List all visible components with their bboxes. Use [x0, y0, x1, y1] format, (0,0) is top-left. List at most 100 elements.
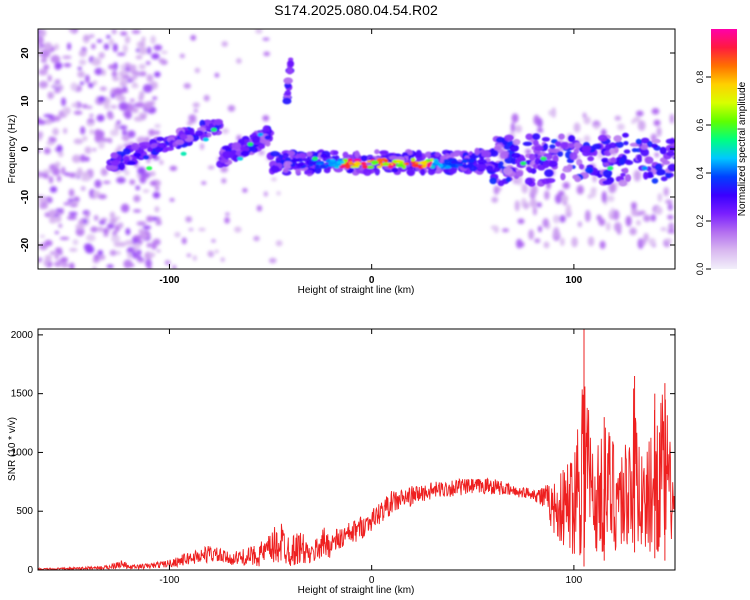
spectrogram-cell: [117, 222, 124, 229]
spectrogram-cell: [142, 171, 151, 179]
spectrogram-cell: [265, 140, 271, 147]
spectrogram-cell: [252, 135, 261, 144]
spectrogram-cell: [240, 150, 250, 157]
spectrogram-cell: [137, 259, 145, 263]
spectrogram-cell: [89, 34, 95, 38]
spectrogram-cell: [57, 151, 64, 158]
spectrogram-cell: [80, 154, 86, 163]
snr-plot-frame: [37, 328, 676, 571]
spectrogram-cell: [651, 143, 658, 149]
spectrogram-cell: [284, 90, 292, 96]
spectrogram-cell: [158, 58, 166, 64]
spectrogram-cell: [669, 113, 675, 124]
spectrogram-cell: [542, 218, 550, 228]
spectrogram-cell: [138, 63, 146, 70]
snr-y-tick-label: 500: [16, 506, 33, 517]
spectrogram-cell: [154, 206, 160, 213]
spectrogram-cell: [640, 137, 650, 144]
spectrogram-cell: [133, 209, 142, 213]
spectrogram-cell: [90, 226, 98, 233]
spectrogram-cell: [242, 188, 248, 193]
spectrogram-cell: [118, 241, 127, 247]
spectrogram-cell: [257, 132, 264, 137]
spectrogram-cell: [607, 195, 615, 202]
spectrogram-cell: [110, 93, 116, 99]
spectrogram-cell: [126, 161, 136, 166]
spectrogram-cell: [86, 234, 96, 242]
spectrogram-cell: [284, 157, 291, 162]
colorbar-tick-label: 0.0: [695, 263, 705, 276]
spectrogram-cell: [641, 166, 648, 171]
spectrogram-cell: [319, 164, 327, 169]
spectrogram-cell: [133, 152, 142, 158]
spectrogram-cell: [231, 142, 242, 150]
spectrogram-cell: [613, 222, 622, 232]
spectrogram-cell: [130, 98, 135, 103]
spectrogram-cell: [111, 71, 118, 77]
spectrogram-cell: [42, 172, 49, 179]
spectrogram-cell: [584, 210, 591, 222]
spectrogram-cell: [474, 147, 480, 156]
spectrogram-cell: [50, 55, 61, 64]
spectrogram-cell: [136, 173, 141, 179]
spectrogram-cell: [667, 214, 674, 220]
spectrogram-cell: [38, 131, 43, 139]
snr-y-tick-label: 0: [27, 565, 33, 576]
spectrogram-cell: [160, 50, 168, 54]
spectrogram-cell: [512, 138, 521, 146]
spectrogram-cell: [70, 82, 78, 91]
spectrogram-cell: [40, 57, 48, 63]
spectrogram-cell: [283, 161, 293, 169]
spectrogram-cell: [275, 157, 281, 162]
spectrogram-cell: [149, 180, 157, 186]
spectrogram-cell: [271, 177, 277, 182]
spectrogram-cell: [489, 177, 497, 185]
spectrogram-cell: [362, 164, 368, 169]
spectrogram-y-tick-label: 20: [20, 47, 31, 59]
spectrogram-cell: [499, 151, 509, 159]
spectrogram-cell: [84, 211, 91, 218]
colorbar-label: Normalized spectral amplitude: [737, 81, 748, 216]
spectrogram-cell: [631, 208, 639, 217]
spectrogram-cell: [315, 162, 323, 166]
spectrogram-cell: [40, 234, 45, 238]
spectrogram-cell: [102, 228, 109, 234]
spectrogram-faint-noise: [38, 29, 675, 269]
spectrogram-cell: [207, 250, 214, 257]
spectrogram-cell: [110, 152, 119, 159]
spectrogram-cell: [665, 138, 675, 145]
colorbar-tick-label: 0.6: [695, 119, 705, 132]
spectrogram-cell: [503, 134, 514, 142]
spectrogram-y-axis-label: Frequency (Hz): [7, 115, 18, 184]
spectrogram-cell: [557, 190, 565, 196]
spectrogram-cell: [91, 57, 102, 66]
spectrogram-cell: [192, 255, 198, 261]
spectrogram-cell: [601, 191, 607, 203]
spectrogram-cell: [573, 142, 581, 149]
spectrogram-cell: [142, 84, 153, 93]
spectrogram-cell: [102, 180, 111, 184]
spectrogram-cell: [263, 191, 268, 197]
spectrogram-cell: [60, 256, 69, 263]
spectrogram-cell: [623, 149, 631, 154]
spectrogram-cell: [179, 53, 185, 59]
spectrogram-y-ticks: -20 -10 0 10 20: [20, 47, 675, 252]
spectrogram-cell: [526, 166, 532, 172]
spectrogram-cell: [620, 172, 626, 177]
spectrogram-cell: [532, 133, 541, 141]
spectrogram-cell: [288, 57, 294, 62]
spectrogram-cell: [660, 226, 668, 232]
spectrogram-cell: [420, 168, 426, 176]
spectrogram-cell: [59, 236, 70, 240]
spectrogram-cell: [290, 163, 296, 167]
spectrogram-cell: [119, 125, 128, 130]
spectrogram-cell: [405, 162, 410, 166]
spectrogram-cell: [108, 64, 116, 70]
spectrogram-cell: [236, 58, 242, 64]
spectrogram-cell: [169, 165, 178, 171]
spectrogram-cell: [514, 124, 523, 133]
spectrogram-cell: [648, 237, 656, 246]
spectrogram-cell: [107, 113, 114, 120]
spectrogram-cell: [44, 254, 53, 262]
spectrogram-cell: [565, 204, 572, 216]
